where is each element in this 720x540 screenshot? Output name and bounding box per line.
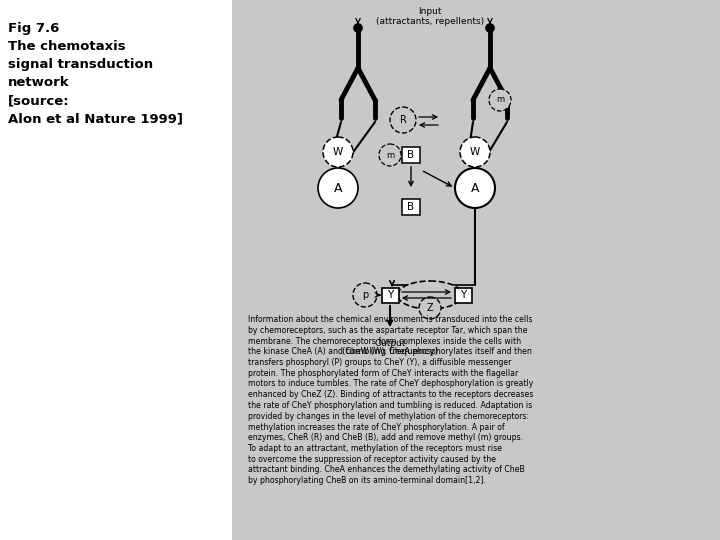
Bar: [402, 199, 420, 215]
Text: B: B: [408, 202, 415, 212]
Text: A: A: [471, 181, 480, 194]
Text: (tumbling frequency): (tumbling frequency): [342, 348, 438, 356]
Ellipse shape: [397, 281, 462, 309]
Circle shape: [489, 89, 511, 111]
Text: Fig 7.6
The chemotaxis
signal transduction
network
[source:
Alon et al Nature 19: Fig 7.6 The chemotaxis signal transducti…: [8, 22, 183, 125]
Text: A: A: [334, 181, 342, 194]
Text: m: m: [386, 151, 394, 159]
Circle shape: [353, 283, 377, 307]
Text: W: W: [470, 147, 480, 157]
Bar: [0, 0, 232, 540]
Text: Output: Output: [374, 339, 406, 348]
Circle shape: [460, 137, 490, 167]
Bar: [402, 147, 420, 163]
Text: W: W: [333, 147, 343, 157]
Text: R: R: [400, 115, 406, 125]
Circle shape: [486, 24, 494, 32]
Text: Y: Y: [387, 290, 393, 300]
Text: Information about the chemical environment is transduced into the cells
by chemo: Information about the chemical environme…: [248, 315, 534, 485]
Text: Z: Z: [427, 303, 433, 313]
Text: Input: Input: [418, 8, 442, 17]
Bar: [454, 287, 472, 302]
Circle shape: [390, 107, 416, 133]
Circle shape: [323, 137, 353, 167]
Text: B: B: [408, 150, 415, 160]
Text: m: m: [496, 96, 504, 105]
Circle shape: [379, 144, 401, 166]
Text: (attractants, repellents): (attractants, repellents): [376, 17, 484, 25]
Circle shape: [318, 168, 358, 208]
Text: p: p: [362, 290, 368, 300]
Circle shape: [354, 24, 362, 32]
Bar: [382, 287, 398, 302]
Text: Y: Y: [460, 290, 466, 300]
Circle shape: [419, 297, 441, 319]
Circle shape: [455, 168, 495, 208]
